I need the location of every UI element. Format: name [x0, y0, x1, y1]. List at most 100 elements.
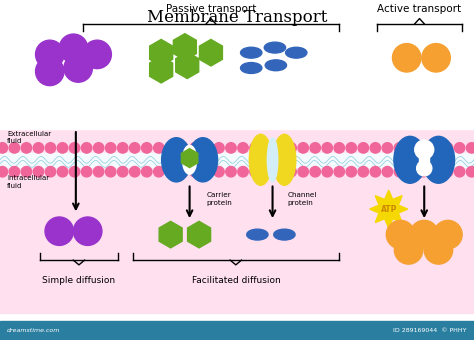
Polygon shape	[150, 56, 173, 83]
Ellipse shape	[83, 40, 111, 69]
Text: Channel
protein: Channel protein	[288, 192, 317, 206]
Ellipse shape	[466, 143, 474, 153]
Ellipse shape	[188, 138, 218, 182]
Ellipse shape	[238, 167, 248, 177]
Ellipse shape	[45, 217, 73, 245]
Ellipse shape	[346, 167, 356, 177]
Ellipse shape	[286, 167, 296, 177]
Ellipse shape	[274, 167, 284, 177]
Ellipse shape	[370, 143, 381, 153]
Ellipse shape	[424, 236, 453, 264]
Ellipse shape	[358, 143, 369, 153]
Ellipse shape	[430, 167, 441, 177]
Polygon shape	[182, 149, 198, 168]
Ellipse shape	[33, 167, 44, 177]
Bar	[0, 153, 474, 167]
Bar	[419, 153, 429, 165]
Ellipse shape	[82, 143, 92, 153]
Ellipse shape	[394, 143, 405, 153]
Ellipse shape	[430, 143, 441, 153]
Ellipse shape	[190, 143, 200, 153]
Ellipse shape	[165, 167, 176, 177]
Ellipse shape	[273, 134, 296, 185]
Ellipse shape	[46, 167, 56, 177]
Ellipse shape	[226, 143, 236, 153]
Ellipse shape	[274, 143, 284, 153]
Ellipse shape	[322, 143, 332, 153]
Text: ATP: ATP	[381, 205, 397, 214]
Ellipse shape	[418, 167, 428, 177]
Text: Passive transport: Passive transport	[166, 4, 256, 14]
Ellipse shape	[129, 167, 140, 177]
Text: Simple diffusion: Simple diffusion	[42, 276, 115, 285]
Ellipse shape	[46, 143, 56, 153]
Ellipse shape	[21, 167, 32, 177]
Ellipse shape	[202, 143, 212, 153]
Text: Carrier
protein: Carrier protein	[206, 192, 232, 206]
Ellipse shape	[73, 217, 102, 245]
Ellipse shape	[442, 167, 453, 177]
Polygon shape	[159, 221, 182, 248]
Ellipse shape	[129, 143, 140, 153]
Polygon shape	[173, 34, 196, 60]
Ellipse shape	[226, 167, 236, 177]
Ellipse shape	[0, 167, 8, 177]
Ellipse shape	[36, 40, 64, 69]
Ellipse shape	[214, 167, 224, 177]
Ellipse shape	[455, 167, 465, 177]
Text: Intracellular
fluid: Intracellular fluid	[7, 175, 49, 189]
Ellipse shape	[93, 143, 104, 153]
Ellipse shape	[118, 143, 128, 153]
Ellipse shape	[394, 236, 423, 264]
Ellipse shape	[298, 143, 309, 153]
Polygon shape	[370, 190, 408, 228]
Ellipse shape	[273, 229, 295, 240]
Ellipse shape	[165, 143, 176, 153]
Ellipse shape	[178, 143, 188, 153]
Ellipse shape	[466, 167, 474, 177]
Ellipse shape	[118, 167, 128, 177]
Text: Extracellular
fluid: Extracellular fluid	[7, 131, 51, 144]
Ellipse shape	[442, 143, 453, 153]
Ellipse shape	[417, 161, 432, 176]
Bar	[0, 0, 474, 129]
Ellipse shape	[422, 44, 450, 72]
Ellipse shape	[214, 143, 224, 153]
Ellipse shape	[202, 167, 212, 177]
Polygon shape	[150, 39, 173, 66]
Polygon shape	[188, 221, 210, 248]
Ellipse shape	[394, 167, 405, 177]
Ellipse shape	[358, 167, 369, 177]
Ellipse shape	[82, 167, 92, 177]
Ellipse shape	[434, 220, 462, 249]
Ellipse shape	[406, 143, 417, 153]
Ellipse shape	[154, 143, 164, 153]
Ellipse shape	[105, 143, 116, 153]
Ellipse shape	[57, 143, 68, 153]
Ellipse shape	[455, 143, 465, 153]
Ellipse shape	[238, 143, 248, 153]
Ellipse shape	[392, 44, 421, 72]
Ellipse shape	[142, 143, 152, 153]
Ellipse shape	[190, 167, 200, 177]
Polygon shape	[176, 52, 199, 79]
Ellipse shape	[246, 229, 268, 240]
Ellipse shape	[264, 42, 285, 53]
Ellipse shape	[334, 167, 345, 177]
Ellipse shape	[418, 143, 428, 153]
Ellipse shape	[154, 167, 164, 177]
Ellipse shape	[334, 143, 345, 153]
Bar	[0, 129, 474, 313]
Ellipse shape	[285, 47, 307, 58]
Ellipse shape	[57, 167, 68, 177]
Ellipse shape	[9, 167, 19, 177]
Ellipse shape	[262, 143, 272, 153]
Text: Active transport: Active transport	[377, 4, 462, 14]
Text: dreamstime.com: dreamstime.com	[7, 328, 61, 333]
Ellipse shape	[105, 167, 116, 177]
Ellipse shape	[286, 143, 296, 153]
Bar	[0, 321, 474, 340]
Ellipse shape	[410, 220, 438, 249]
Ellipse shape	[422, 136, 455, 183]
Ellipse shape	[240, 63, 262, 73]
